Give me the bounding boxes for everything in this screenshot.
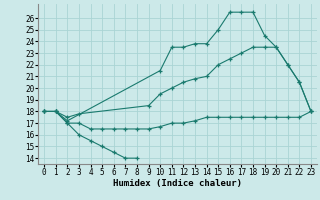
X-axis label: Humidex (Indice chaleur): Humidex (Indice chaleur) <box>113 179 242 188</box>
